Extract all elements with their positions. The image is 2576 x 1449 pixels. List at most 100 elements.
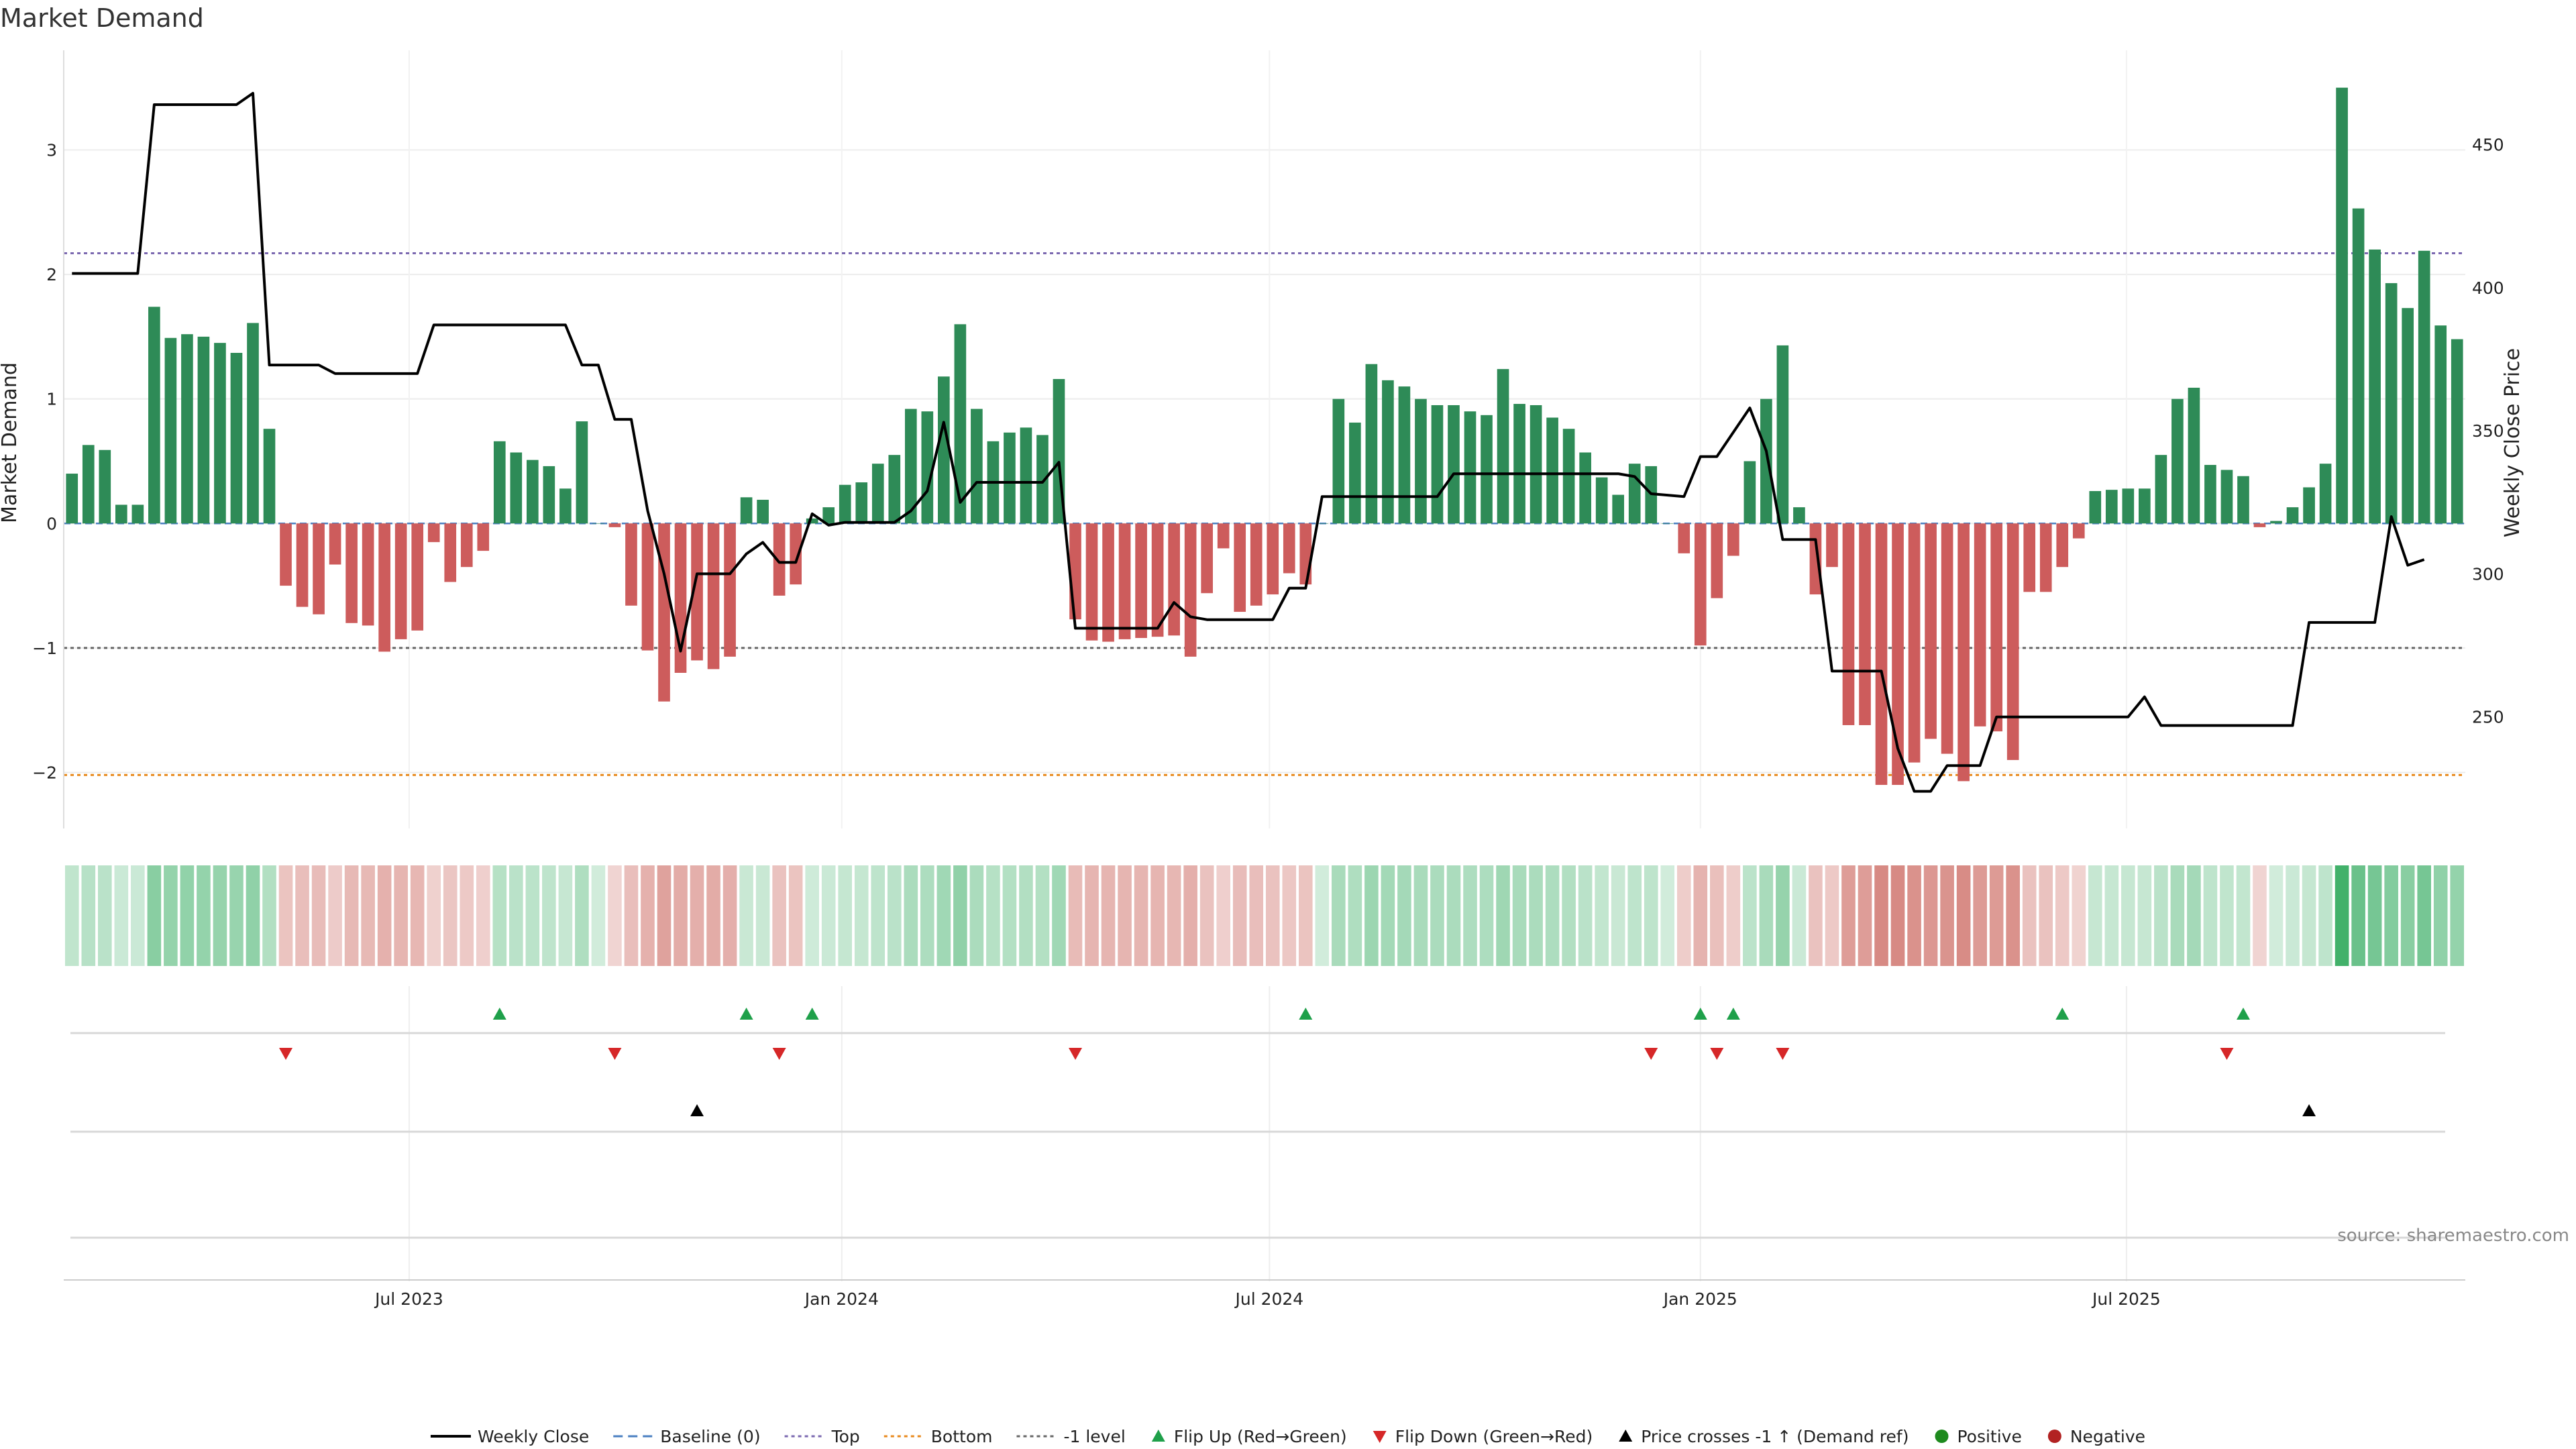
demand-bar	[938, 376, 950, 524]
flip-up-marker	[1299, 1008, 1313, 1020]
heat-cell	[969, 865, 984, 966]
demand-bar	[1151, 523, 1164, 637]
heat-cell	[657, 865, 672, 966]
y2-tick-label: 450	[2472, 136, 2504, 155]
heat-cell	[2072, 865, 2086, 966]
heat-cell	[1923, 865, 1938, 966]
legend-label: Price crosses -1 ↑ (Demand ref)	[1641, 1427, 1909, 1446]
heat-cell	[986, 865, 1000, 966]
demand-bar	[2352, 208, 2365, 524]
demand-bar	[1678, 523, 1690, 553]
heat-cell	[114, 865, 129, 966]
y2-tick-label: 250	[2472, 708, 2504, 727]
demand-bar	[362, 523, 374, 626]
heat-cell	[492, 865, 507, 966]
demand-bar	[66, 474, 78, 524]
heat-cell	[1249, 865, 1264, 966]
demand-bar	[1464, 411, 1477, 524]
demand-bar	[2385, 283, 2398, 524]
demand-bar	[2155, 455, 2167, 524]
demand-bar	[2336, 87, 2348, 524]
heat-cell	[1068, 865, 1083, 966]
heat-cell	[2384, 865, 2398, 966]
demand-bar	[1743, 461, 1756, 524]
heat-cell	[2318, 865, 2332, 966]
heat-cell	[1134, 865, 1148, 966]
heat-cell	[854, 865, 869, 966]
flip-up-marker	[1693, 1008, 1707, 1020]
heat-cell	[1199, 865, 1214, 966]
source-note: source: sharemaestro.com	[2337, 1226, 2569, 1246]
demand-bar	[1711, 523, 1723, 598]
heat-cell	[2137, 865, 2152, 966]
flip-down-marker	[608, 1048, 622, 1060]
x-tick-label: Jul 2025	[2091, 1289, 2161, 1309]
demand-bar	[2286, 507, 2299, 524]
heat-cell	[772, 865, 786, 966]
axes: 3 2 1 0 −1 −2 450 400 350 300 250	[32, 50, 2504, 828]
demand-bar	[1431, 405, 1444, 524]
demand-bar	[559, 488, 572, 524]
heat-cell	[1512, 865, 1527, 966]
demand-bar	[115, 504, 127, 524]
heat-cell	[328, 865, 342, 966]
heat-cell	[2433, 865, 2448, 966]
demand-bar	[1760, 398, 1772, 524]
demand-bar	[1283, 523, 1295, 574]
heat-cell	[2170, 865, 2185, 966]
x-tick-label: Jan 2025	[1662, 1289, 1737, 1309]
heat-cell	[1858, 865, 1872, 966]
heat-cell	[1907, 865, 1921, 966]
heat-cell	[1299, 865, 1313, 966]
heat-cell	[229, 865, 244, 966]
demand-bar	[724, 523, 736, 657]
demand-bar	[1694, 523, 1707, 646]
heat-cell	[558, 865, 573, 966]
heat-cell	[690, 865, 704, 966]
demand-bar	[1036, 435, 1049, 524]
demand-bar	[2122, 488, 2135, 524]
demand-bar	[1628, 464, 1641, 524]
heat-cell	[1446, 865, 1461, 966]
demand-bar	[740, 497, 753, 524]
demand-bar	[1102, 523, 1114, 642]
demand-bar	[707, 523, 720, 669]
demand-bar	[2418, 250, 2430, 524]
demand-bar	[1168, 523, 1180, 636]
heat-cell	[131, 865, 145, 966]
demand-bar	[691, 523, 703, 661]
demand-bar	[1382, 380, 1394, 524]
heat-cell	[788, 865, 803, 966]
demand-bar	[1990, 523, 2002, 732]
demand-bar	[1513, 404, 1525, 524]
y2-tick-label: 350	[2472, 421, 2504, 441]
heat-cell	[1578, 865, 1593, 966]
heat-cell	[1611, 865, 1625, 966]
y-axis-title: Market Demand	[0, 362, 21, 523]
flip-down-marker	[2220, 1048, 2234, 1060]
heat-cell	[1085, 865, 1099, 966]
heat-cell	[98, 865, 112, 966]
heat-cell	[1315, 865, 1330, 966]
heat-cell	[2006, 865, 2020, 966]
demand-bar	[871, 464, 884, 524]
demand-bar	[197, 336, 210, 524]
heat-cell	[1052, 865, 1066, 966]
demand-bar	[806, 518, 818, 524]
demand-bar	[1546, 417, 1558, 524]
heat-cell	[1989, 865, 2004, 966]
demand-bar	[2220, 470, 2233, 524]
heat-cell	[920, 865, 934, 966]
heat-cell	[1841, 865, 1856, 966]
flip-up-marker	[1726, 1008, 1740, 1020]
demand-bar	[1497, 369, 1509, 524]
demand-bar	[510, 452, 523, 524]
demand-bar	[1776, 345, 1789, 524]
heat-cell	[1874, 865, 1888, 966]
heat-cell	[213, 865, 227, 966]
demand-bar	[1020, 427, 1032, 524]
heat-cell	[953, 865, 967, 966]
heat-cell	[608, 865, 622, 966]
demand-bar	[1957, 523, 1970, 782]
